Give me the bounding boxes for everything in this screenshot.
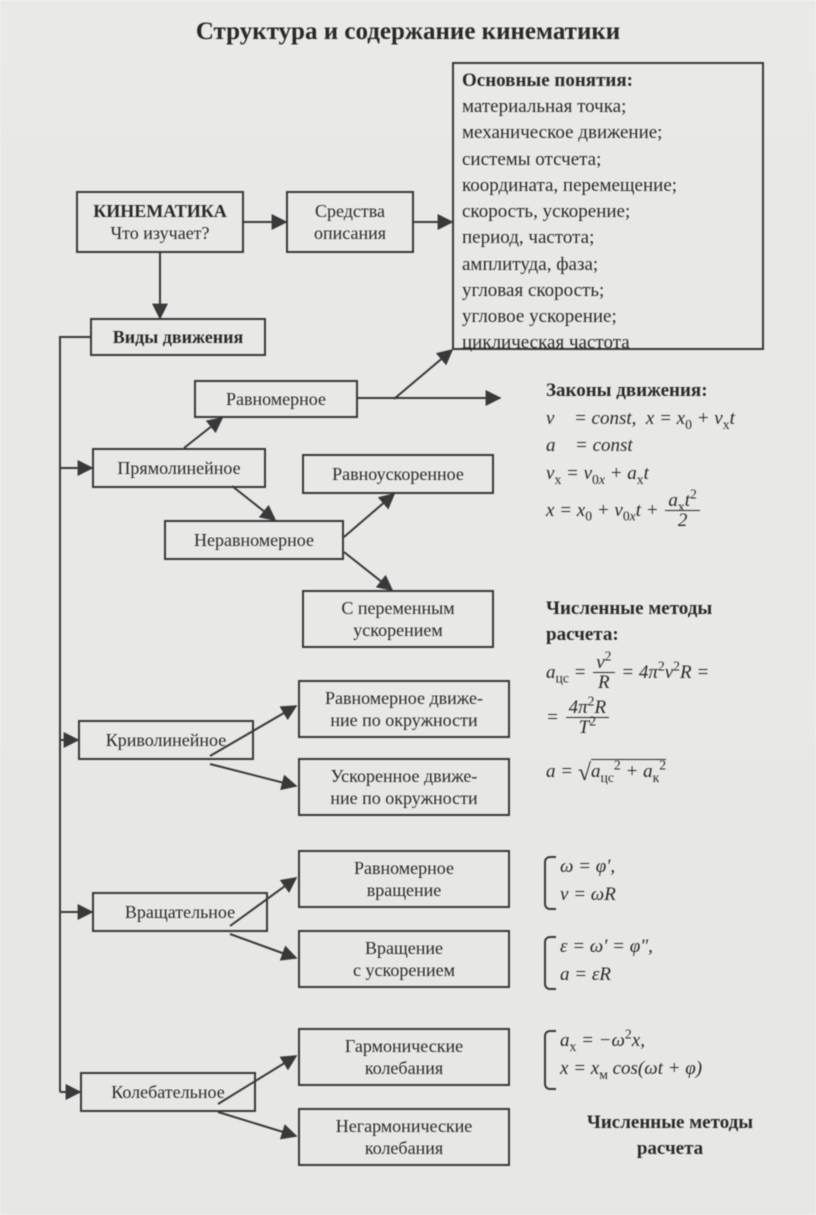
num1-header: Численные методырасчета: [546,596,806,647]
rot-eq-4: a = εR [560,962,653,988]
laws-eq-3: vx = v0x + axt [546,461,806,487]
means-label: Средстваописания [296,200,404,245]
harmonic-pair: ax = −ω2x, x = xм cos(ωt + φ) [560,1026,702,1083]
concepts-item-9: циклическая частота [462,332,630,353]
uniformly-acc-label: Равноускоренное [312,463,484,486]
rotational-label: Вращательное [102,901,258,924]
rot-pair-2: ε = ω′ = φ″, a = εR [560,932,653,989]
harm-eq-2: x = xм cos(ωt + φ) [560,1056,702,1082]
uniform-label: Равномерное [204,388,348,411]
node-uniform-rotation: Равномерноевращение [298,850,510,908]
node-uniformly-accelerated: Равноускоренное [302,454,494,494]
laws-eq-4: x = x0 + v0xt + axt22 [546,491,806,532]
num2-header: Численные методырасчета [560,1110,780,1161]
num1-eq-1: aцс = v2R = 4π2ν2R = [546,653,806,694]
concepts-item-7: угловая скорость; [462,280,604,301]
node-accelerated-circle: Ускоренное движе-ние по окружности [298,758,510,816]
motion-types-label: Виды движения [100,326,256,349]
brace-icon [544,1030,556,1090]
node-rectilinear: Прямолинейное [92,448,266,488]
laws-block: Законы движения: v⃗ = const, x = x0 + vx… [546,378,806,533]
acc-rot-label: Вращениес ускорением [308,937,500,982]
laws-header: Законы движения: [546,378,806,404]
harmonic-label: Гармоническиеколебания [308,1035,500,1080]
node-uniform: Равномерное [194,380,358,418]
laws-eq-1: v⃗ = const, x = x0 + vxt [546,406,806,432]
node-motion-types: Виды движения [90,318,266,356]
node-accelerated-rotation: Вращениес ускорением [298,930,510,988]
node-uniform-circle: Равномерное движе-ние по окружности [298,680,510,738]
node-harmonic: Гармоническиеколебания [298,1028,510,1086]
node-kinematics: КИНЕМАТИКА Что изучает? [76,191,244,253]
numerical-block-2: Численные методырасчета [560,1110,780,1161]
rot-eq-2: v = ωR [560,882,616,908]
node-means: Средстваописания [286,191,414,253]
rectilinear-label: Прямолинейное [102,457,256,480]
node-concepts: Основные понятия: материальная точка; ме… [452,62,764,350]
var-acc-label: С переменнымускорением [312,597,484,642]
num1-eq-3: a = √aцс2 + aк2 [546,757,806,789]
numerical-block-1: Численные методырасчета: aцс = v2R = 4π2… [546,596,806,791]
nonuniform-label: Неравномерное [174,529,334,552]
rot-eq-1: ω = φ′, [560,854,616,880]
rot-pair-1: ω = φ′, v = ωR [560,852,616,909]
concepts-item-4: скорость, ускорение; [462,201,630,222]
concepts-item-1: механическое движение; [462,122,662,143]
concepts-header: Основные понятия: [462,70,633,91]
oscillatory-label: Колебательное [90,1081,246,1104]
curvilinear-label: Криволинейное [88,729,244,752]
nonharmonic-label: Негармоническиеколебания [308,1115,500,1160]
uniform-circle-label: Равномерное движе-ние по окружности [308,687,500,732]
laws-eq-2: a⃗ = const [546,433,806,459]
num1-eq-2: = 4π2RT2 [546,698,806,739]
concepts-item-0: материальная точка; [462,96,626,117]
concepts-item-6: амплитуда, фаза; [462,254,598,275]
node-nonharmonic: Негармоническиеколебания [298,1108,510,1166]
rot-eq-3: ε = ω′ = φ″, [560,934,653,960]
concepts-item-8: угловое ускорение; [462,306,617,327]
page-title: Структура и содержание кинематики [0,18,816,46]
uniform-rot-label: Равномерноевращение [308,857,500,902]
node-curvilinear: Криволинейное [78,720,254,760]
acc-circle-label: Ускоренное движе-ние по окружности [308,765,500,810]
node-nonuniform: Неравномерное [164,520,344,560]
brace-icon [544,856,556,910]
concepts-item-5: период, частота; [462,227,594,248]
concepts-item-3: координата, перемещение; [462,175,677,196]
node-rotational: Вращательное [92,892,268,932]
brace-icon [544,936,556,990]
node-variable-acceleration: С переменнымускорением [302,590,494,648]
kinematics-line2: Что изучает? [110,223,209,243]
kinematics-line1: КИНЕМАТИКА [93,201,227,221]
harm-eq-1: ax = −ω2x, [560,1028,702,1054]
concepts-item-2: системы отсчета; [462,149,601,170]
node-oscillatory: Колебательное [80,1072,256,1112]
